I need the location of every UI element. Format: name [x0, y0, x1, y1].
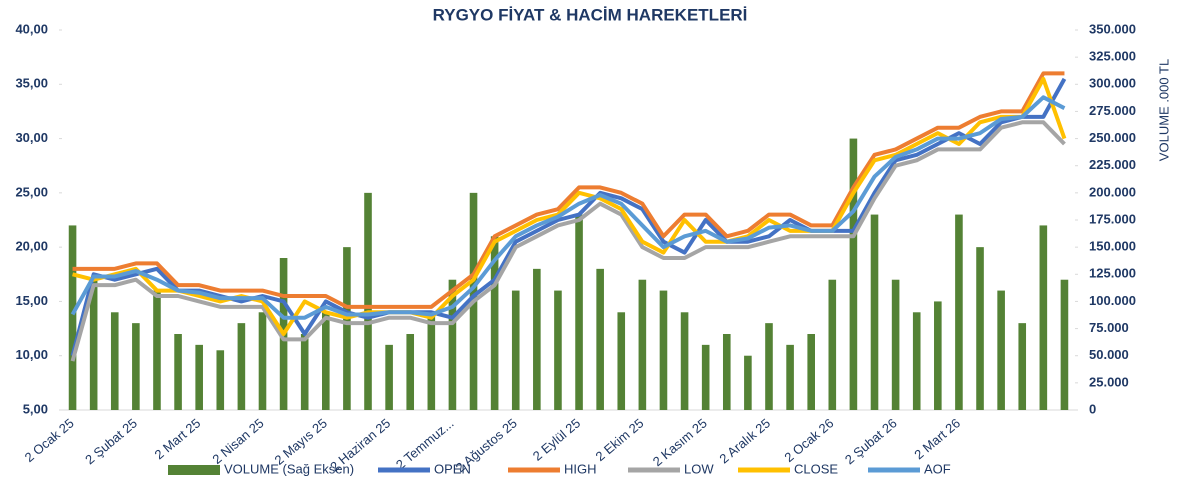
- y2-tick-label: 0: [1089, 401, 1096, 416]
- volume-bar: [110, 312, 119, 410]
- volume-bar: [912, 312, 921, 410]
- volume-bar: [237, 323, 246, 410]
- volume-bar: [448, 279, 457, 410]
- volume-bar: [490, 236, 499, 410]
- volume-bar: [258, 312, 267, 410]
- volume-bar: [976, 247, 984, 410]
- legend-label: LOW: [684, 461, 714, 476]
- x-tick-label: 2 Şubat 26: [842, 415, 900, 467]
- volume-bar: [786, 344, 794, 410]
- y2-tick-label: 25.000: [1089, 374, 1129, 389]
- volume-bar: [997, 290, 1005, 410]
- price-line: [70, 77, 1067, 357]
- x-tick-label: 2 Aralık 25: [716, 415, 773, 466]
- volume-bar: [1060, 279, 1069, 410]
- legend-label: VOLUME (Sağ Eksen): [224, 461, 354, 476]
- y2-tick-label: 200.000: [1089, 184, 1136, 199]
- chart-title: RYGYO FİYAT & HACİM HAREKETLERİ: [433, 5, 748, 24]
- volume-bar: [343, 247, 351, 410]
- volume-bar: [638, 279, 647, 410]
- legend-label: HIGH: [564, 461, 597, 476]
- volume-bar: [554, 290, 562, 410]
- y-tick-label: 15,00: [15, 293, 48, 308]
- y-tick-label: 40,00: [15, 21, 48, 36]
- volume-bar: [701, 344, 710, 410]
- volume-bar: [216, 350, 225, 410]
- volume-bar: [132, 323, 140, 410]
- x-tick-label: 2 Ocak 26: [781, 415, 836, 465]
- volume-bar: [364, 192, 372, 410]
- x-tick-label: 2 Mayıs 25: [272, 415, 330, 467]
- volume-bar: [828, 279, 837, 410]
- y2-tick-label: 275.000: [1089, 103, 1136, 118]
- y-tick-label: 30,00: [15, 130, 48, 145]
- legend-swatch: [168, 465, 220, 475]
- volume-bar: [807, 334, 815, 410]
- y2-tick-label: 125.000: [1089, 266, 1136, 281]
- x-tick-label: 2 Ocak 25: [22, 415, 77, 465]
- y-tick-label: 5,00: [23, 401, 48, 416]
- x-tick-label: 2 Eylül 25: [530, 415, 583, 463]
- x-tick-label: 2 Ekim 25: [593, 415, 647, 464]
- y-tick-label: 25,00: [15, 184, 48, 199]
- legend-label: AOF: [924, 461, 951, 476]
- y2-tick-label: 325.000: [1089, 49, 1136, 64]
- x-tick-label: 2 Mart 25: [152, 415, 204, 462]
- price-line: [72, 71, 1065, 309]
- volume-bar: [511, 290, 520, 410]
- volume-bar: [1018, 323, 1027, 410]
- volume-bar: [722, 334, 731, 410]
- volume-bar: [596, 268, 604, 410]
- volume-bar: [870, 214, 879, 410]
- y2-tick-label: 100.000: [1089, 293, 1136, 308]
- price-line: [70, 95, 1066, 320]
- volume-bar: [427, 312, 436, 410]
- volume-bar: [659, 290, 668, 410]
- y2-axis-label: VOLUME .000 TL: [1156, 59, 1171, 161]
- legend-label: CLOSE: [794, 461, 838, 476]
- y-tick-label: 20,00: [15, 239, 48, 254]
- y-tick-label: 10,00: [15, 347, 48, 362]
- y2-tick-label: 250.000: [1089, 130, 1136, 145]
- y2-tick-label: 350.000: [1089, 21, 1136, 36]
- volume-bar: [849, 138, 858, 411]
- price-line: [70, 120, 1066, 362]
- volume-bar: [89, 279, 98, 410]
- x-tick-label: 2 Mart 26: [911, 415, 963, 462]
- volume-bar: [680, 312, 689, 410]
- volume-bar: [68, 225, 77, 410]
- volume-bar: [744, 355, 752, 410]
- volume-bar: [385, 344, 393, 410]
- volume-bar: [1039, 225, 1048, 410]
- volume-bar: [174, 334, 182, 410]
- volume-bar: [934, 301, 942, 410]
- volume-bar: [322, 312, 330, 410]
- x-tick-label: 2 Şubat 25: [82, 415, 140, 467]
- volume-bar: [195, 344, 203, 410]
- volume-bar: [765, 323, 773, 410]
- y2-tick-label: 75.000: [1089, 320, 1129, 335]
- legend-label: OPEN: [434, 461, 471, 476]
- volume-bar: [955, 214, 963, 410]
- y2-tick-label: 50.000: [1089, 347, 1129, 362]
- y2-tick-label: 175.000: [1089, 211, 1136, 226]
- volume-bar: [575, 214, 583, 410]
- volume-bar: [617, 312, 626, 410]
- volume-bar: [300, 334, 309, 410]
- volume-bar: [533, 268, 541, 410]
- y2-tick-label: 300.000: [1089, 76, 1136, 91]
- volume-bar: [406, 334, 415, 410]
- y2-tick-label: 225.000: [1089, 157, 1136, 172]
- y-tick-label: 35,00: [15, 76, 48, 91]
- volume-bar: [153, 290, 161, 410]
- y2-tick-label: 150.000: [1089, 239, 1136, 254]
- volume-bar: [891, 279, 900, 410]
- x-tick-label: 2 Nisan 25: [209, 415, 266, 466]
